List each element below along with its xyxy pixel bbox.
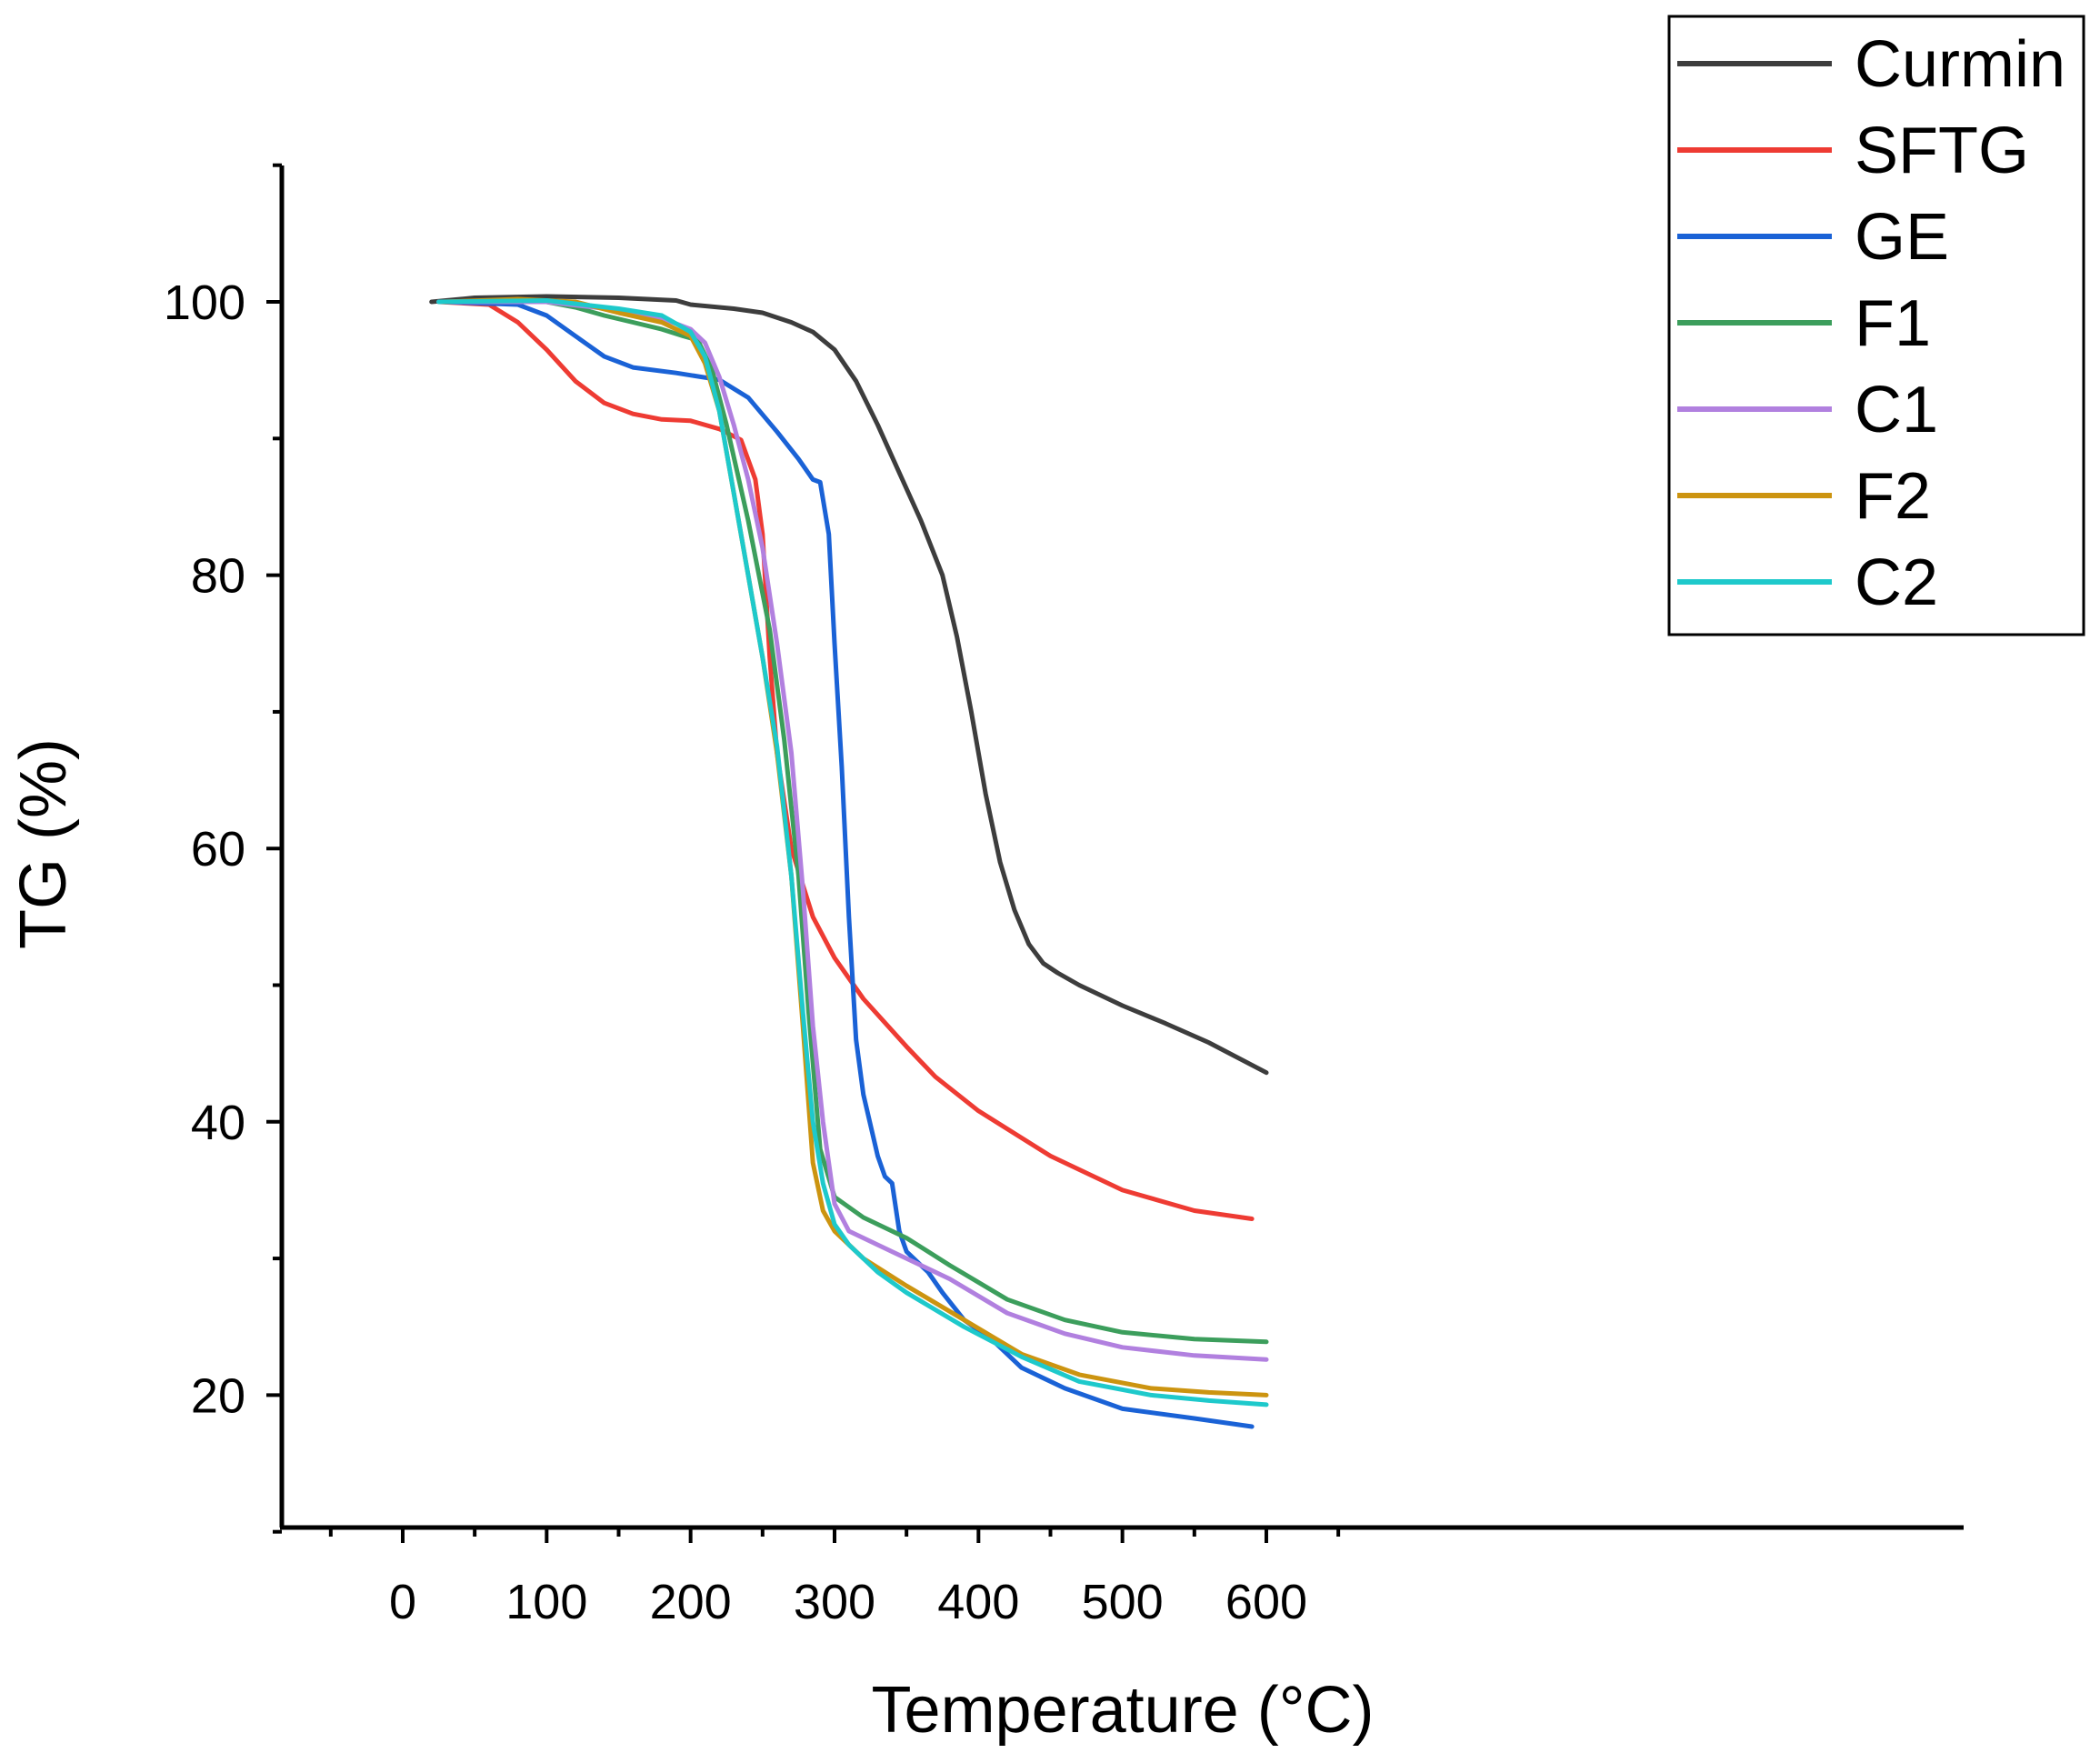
- axes: 0 100 200 300 400 500 600 20 40 60 80 100: [164, 163, 1964, 1629]
- x-tick-label: 300: [794, 1575, 875, 1629]
- x-tick-label: 100: [505, 1575, 587, 1629]
- series-line-sftg: [436, 299, 1255, 1221]
- legend-label-c2: C2: [1855, 546, 1938, 619]
- legend: Curmin SFTG GE F1 C1 F2 C2: [1667, 15, 2085, 636]
- x-tick-label: 400: [937, 1575, 1019, 1629]
- y-tick-label: 20: [191, 1368, 245, 1423]
- plot-lines: [429, 294, 1269, 1429]
- legend-label-f1: F1: [1855, 287, 1931, 360]
- legend-label-curmin: Curmin: [1855, 28, 2065, 101]
- x-tick-label: 600: [1225, 1575, 1307, 1629]
- y-tick-label: 100: [164, 275, 245, 330]
- y-tick-label: 80: [191, 549, 245, 604]
- y-tick-label: 40: [191, 1096, 245, 1150]
- y-tick-label: 60: [191, 822, 245, 876]
- x-tick-label: 500: [1082, 1575, 1164, 1629]
- x-axis-title: Temperature (°C): [872, 1674, 1375, 1747]
- legend-label-f2: F2: [1855, 460, 1931, 533]
- series-line-ge: [440, 299, 1255, 1429]
- y-ticks: 20 40 60 80 100: [164, 163, 282, 1534]
- series-line-c1: [436, 299, 1269, 1362]
- legend-label-sftg: SFTG: [1855, 115, 2029, 187]
- legend-label-ge: GE: [1855, 201, 1949, 274]
- x-tick-label: 200: [650, 1575, 732, 1629]
- series-line-curmin: [429, 294, 1269, 1076]
- x-ticks: 0 100 200 300 400 500 600: [328, 1528, 1341, 1629]
- series-line-f1: [436, 299, 1269, 1345]
- series-line-c2: [436, 298, 1269, 1407]
- series-line-f2: [440, 296, 1269, 1397]
- x-tick-label: 0: [389, 1575, 416, 1629]
- legend-label-c1: C1: [1855, 374, 1938, 446]
- y-axis-title: TG (%): [7, 738, 80, 949]
